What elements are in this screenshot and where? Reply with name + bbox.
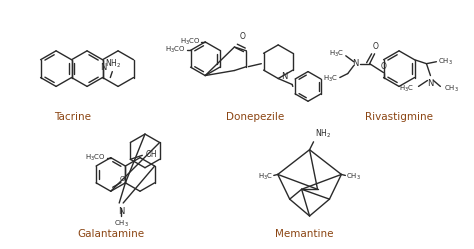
Text: N: N bbox=[100, 63, 107, 72]
Text: NH$_2$: NH$_2$ bbox=[105, 57, 121, 70]
Text: CH$_3$: CH$_3$ bbox=[444, 83, 459, 94]
Text: H$_3$CO: H$_3$CO bbox=[85, 153, 106, 163]
Text: CH$_3$: CH$_3$ bbox=[346, 171, 361, 182]
Text: O: O bbox=[373, 42, 379, 51]
Text: N: N bbox=[118, 207, 124, 216]
Text: OH: OH bbox=[145, 150, 157, 159]
Text: O: O bbox=[120, 176, 126, 182]
Text: O: O bbox=[381, 62, 386, 71]
Text: H$_3$C: H$_3$C bbox=[400, 83, 415, 94]
Text: CH$_3$: CH$_3$ bbox=[438, 57, 453, 67]
Text: H$_3$CO: H$_3$CO bbox=[165, 45, 186, 56]
Text: H$_3$C: H$_3$C bbox=[328, 49, 344, 59]
Text: H$_3$C: H$_3$C bbox=[323, 73, 338, 84]
Text: Tacrine: Tacrine bbox=[55, 112, 91, 122]
Text: CH$_3$: CH$_3$ bbox=[114, 219, 128, 229]
Text: Galantamine: Galantamine bbox=[77, 229, 144, 239]
Text: N: N bbox=[281, 72, 288, 81]
Text: H$_3$CO: H$_3$CO bbox=[180, 37, 200, 47]
Text: H$_3$C: H$_3$C bbox=[258, 171, 273, 182]
Text: O: O bbox=[239, 32, 246, 41]
Text: NH$_2$: NH$_2$ bbox=[315, 127, 331, 140]
Text: N: N bbox=[427, 78, 434, 87]
Text: N: N bbox=[353, 59, 359, 68]
Text: Memantine: Memantine bbox=[275, 229, 334, 239]
Text: Rivastigmine: Rivastigmine bbox=[365, 112, 433, 122]
Text: Donepezile: Donepezile bbox=[226, 112, 284, 122]
